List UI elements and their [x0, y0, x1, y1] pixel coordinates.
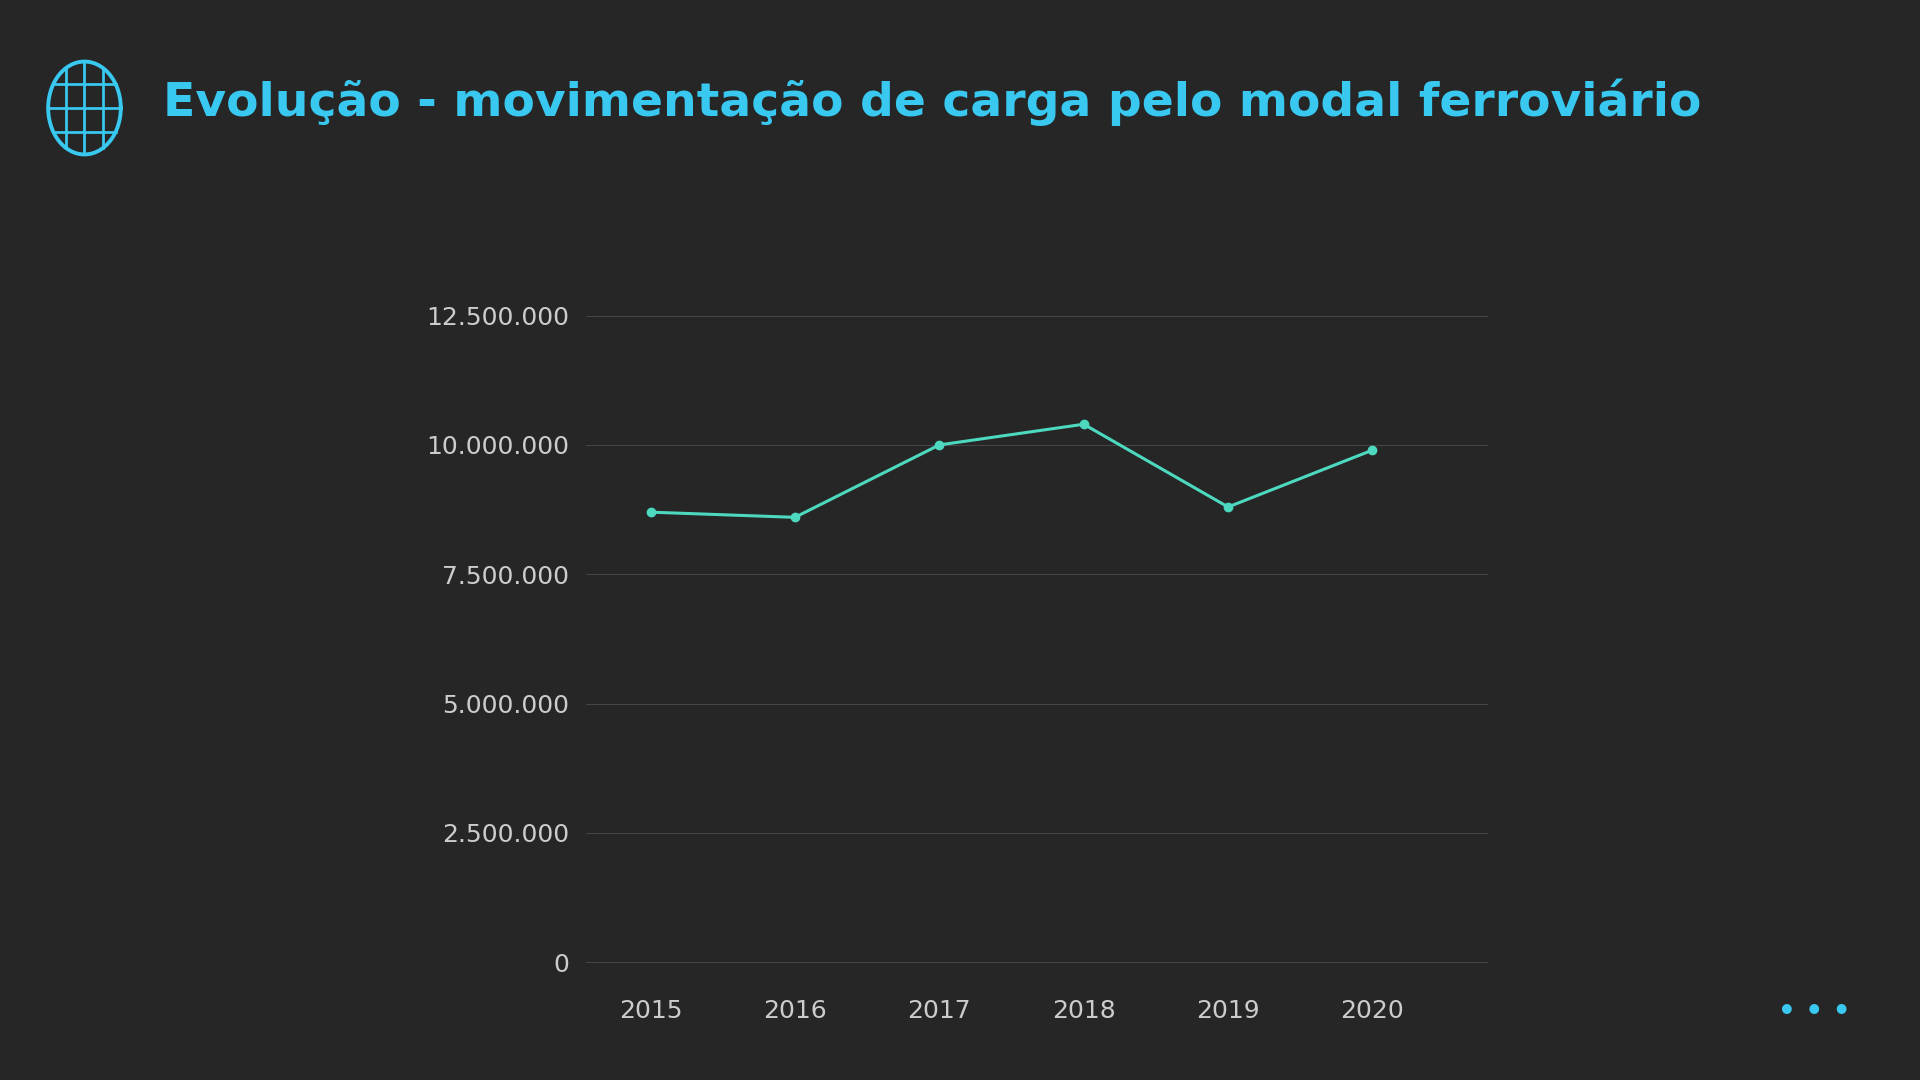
Text: • • •: • • • — [1778, 998, 1851, 1026]
Text: Evolução - movimentação de carga pelo modal ferroviário: Evolução - movimentação de carga pelo mo… — [163, 79, 1701, 126]
